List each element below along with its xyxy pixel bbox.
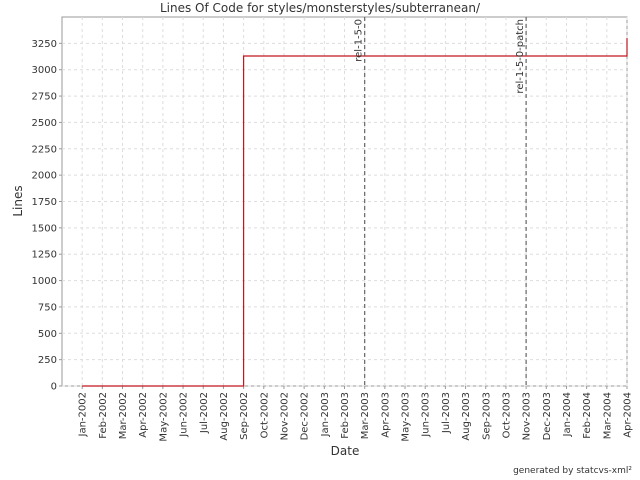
x-tick-label: May-2003 <box>401 392 412 442</box>
x-tick-label: Mar-2003 <box>360 392 371 439</box>
y-tick-label: 500 <box>38 329 57 340</box>
x-tick-label: Oct-2003 <box>501 392 512 438</box>
y-axis-label: Lines <box>11 185 25 216</box>
y-tick-label: 1500 <box>32 223 57 234</box>
y-tick-label: 3000 <box>32 65 57 76</box>
x-tick-label: Mar-2004 <box>602 392 613 439</box>
footer: generated by statcvs-xml² <box>513 466 632 476</box>
x-tick-label: Apr-2003 <box>380 392 391 438</box>
x-tick-label: Mar-2002 <box>118 392 129 439</box>
x-tick-label: Jan-2004 <box>562 392 573 437</box>
marker-label: rel-1-5-0 <box>354 19 365 62</box>
x-tick-label: Jun-2003 <box>421 392 432 438</box>
y-tick-label: 750 <box>38 302 57 313</box>
x-tick-label: Feb-2003 <box>340 392 351 439</box>
x-tick-label: Feb-2002 <box>98 392 109 439</box>
x-tick-label: Feb-2004 <box>582 392 593 439</box>
x-tick-label: Aug-2003 <box>461 392 472 441</box>
y-tick-label: 1750 <box>32 197 57 208</box>
x-tick-label: Aug-2002 <box>219 392 230 441</box>
x-axis-label: Date <box>331 444 360 458</box>
x-tick-label: Apr-2002 <box>138 392 149 438</box>
y-tick-label: 250 <box>38 355 57 366</box>
y-tick-label: 1250 <box>32 250 57 261</box>
x-tick-label: Sep-2002 <box>239 392 250 440</box>
x-tick-label: Jul-2003 <box>441 392 452 434</box>
y-tick-label: 2250 <box>32 144 57 155</box>
y-tick-label: 2750 <box>32 92 57 103</box>
y-tick-label: 3250 <box>32 39 57 50</box>
x-tick-label: May-2002 <box>158 392 169 442</box>
x-tick-label: Dec-2003 <box>542 392 553 440</box>
x-tick-label: Jun-2002 <box>179 392 190 438</box>
y-tick-label: 2000 <box>32 171 57 182</box>
x-tick-label: Sep-2003 <box>481 392 492 440</box>
x-tick-label: Oct-2002 <box>259 392 270 438</box>
x-tick-label: Nov-2003 <box>522 392 533 440</box>
y-tick-label: 1000 <box>32 276 57 287</box>
chart-title: Lines Of Code for styles/monsterstyles/s… <box>160 1 481 15</box>
y-tick-label: 2500 <box>32 118 57 129</box>
x-tick-label: Dec-2002 <box>300 392 311 440</box>
y-tick-label: 0 <box>51 382 57 393</box>
x-tick-label: Apr-2004 <box>623 392 634 438</box>
marker-label: rel-1-5-0-patch <box>515 19 526 94</box>
x-tick-label: Jul-2002 <box>199 392 210 434</box>
x-tick-label: Nov-2002 <box>279 392 290 440</box>
x-tick-label: Jan-2003 <box>320 392 331 437</box>
x-tick-label: Jan-2002 <box>78 392 89 437</box>
data-line <box>82 38 628 387</box>
